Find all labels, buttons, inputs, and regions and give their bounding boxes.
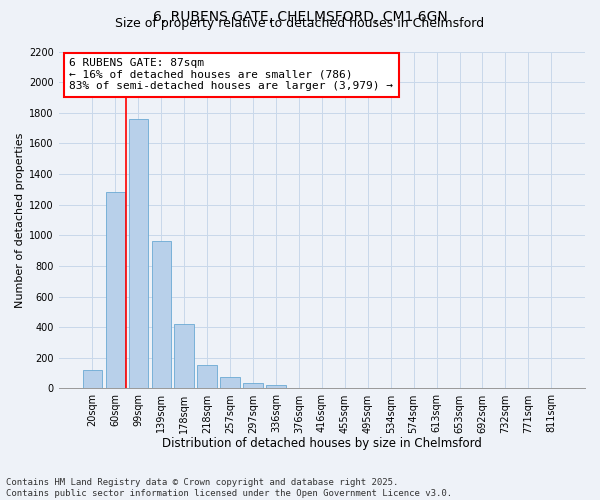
Bar	[244, 383, 263, 388]
Bar	[83, 370, 102, 388]
Y-axis label: Number of detached properties: Number of detached properties	[15, 132, 25, 308]
Bar	[197, 364, 217, 388]
Bar	[266, 386, 286, 388]
Bar	[128, 119, 148, 388]
Bar	[220, 377, 240, 388]
Text: 6, RUBENS GATE, CHELMSFORD, CM1 6GN: 6, RUBENS GATE, CHELMSFORD, CM1 6GN	[152, 10, 448, 24]
Bar	[152, 242, 171, 388]
Text: 6 RUBENS GATE: 87sqm
← 16% of detached houses are smaller (786)
83% of semi-deta: 6 RUBENS GATE: 87sqm ← 16% of detached h…	[70, 58, 394, 92]
X-axis label: Distribution of detached houses by size in Chelmsford: Distribution of detached houses by size …	[162, 437, 482, 450]
Text: Size of property relative to detached houses in Chelmsford: Size of property relative to detached ho…	[115, 18, 485, 30]
Text: Contains HM Land Registry data © Crown copyright and database right 2025.
Contai: Contains HM Land Registry data © Crown c…	[6, 478, 452, 498]
Bar	[106, 192, 125, 388]
Bar	[175, 324, 194, 388]
